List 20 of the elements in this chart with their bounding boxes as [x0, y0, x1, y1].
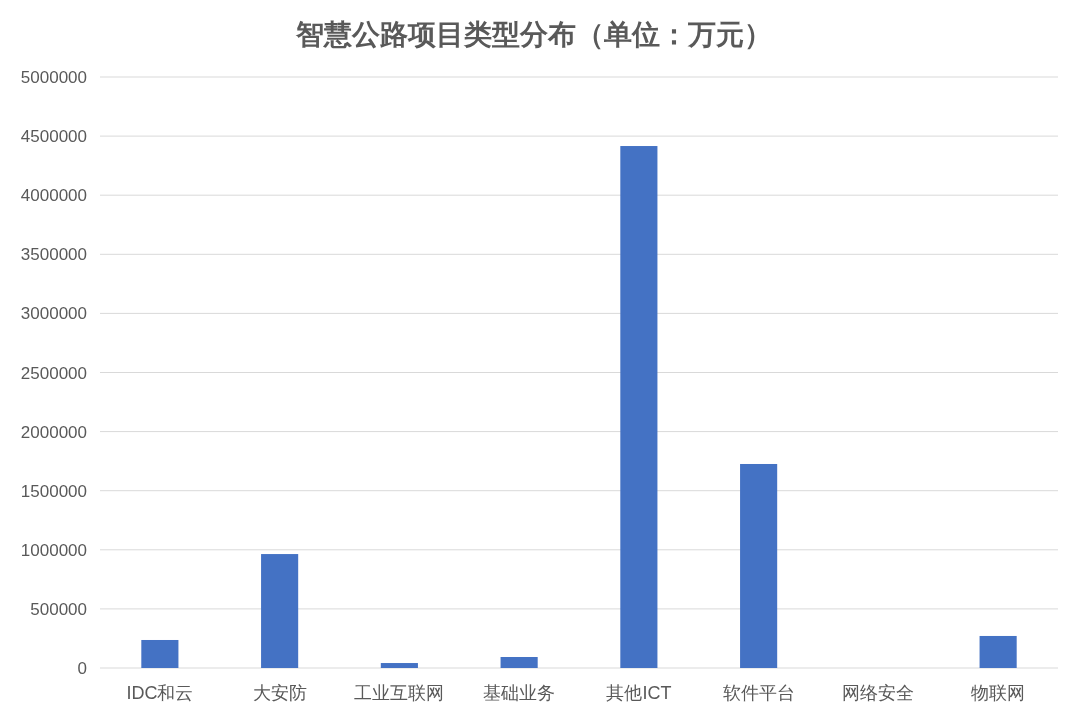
x-tick-label: 软件平台 — [722, 683, 795, 703]
x-tick-label: 物联网 — [971, 683, 1026, 703]
x-tick-label: 大安防 — [252, 683, 307, 703]
y-tick-label: 3500000 — [20, 245, 87, 265]
y-tick-label: 1000000 — [20, 540, 87, 560]
x-tick-label: 工业互联网 — [354, 683, 445, 703]
y-tick-label: 1500000 — [20, 481, 87, 501]
x-tick-label: 其他ICT — [606, 683, 672, 703]
y-tick-label: 2000000 — [20, 422, 87, 442]
y-tick-label: 500000 — [30, 599, 87, 619]
y-tick-label: 4500000 — [20, 127, 87, 147]
chart-title: 智慧公路项目类型分布（单位：万元） — [295, 19, 772, 50]
y-tick-label: 2500000 — [20, 363, 87, 383]
x-tick-label: 基础业务 — [483, 683, 556, 703]
y-tick-label: 5000000 — [20, 68, 87, 87]
x-tick-label: IDC和云 — [126, 683, 194, 703]
y-tick-label: 3000000 — [20, 304, 87, 324]
y-tick-label: 4000000 — [20, 186, 87, 206]
x-tick-label: 网络安全 — [842, 683, 915, 703]
y-tick-label: 0 — [77, 659, 87, 678]
